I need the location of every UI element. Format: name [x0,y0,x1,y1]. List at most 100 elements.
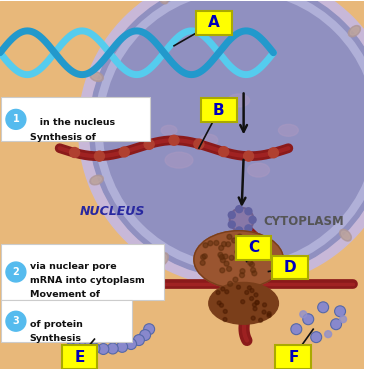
Circle shape [144,324,154,334]
Text: NUCLEUS: NUCLEUS [79,205,145,218]
Circle shape [93,327,104,337]
FancyBboxPatch shape [201,98,237,122]
FancyBboxPatch shape [1,244,164,300]
Circle shape [89,323,100,334]
Circle shape [269,148,279,158]
Circle shape [224,261,229,266]
Circle shape [64,324,75,334]
Circle shape [70,148,79,158]
Circle shape [6,311,26,331]
Circle shape [89,315,100,326]
Ellipse shape [90,0,366,278]
Circle shape [237,234,242,239]
Text: B: B [213,103,225,118]
Circle shape [248,260,253,265]
Circle shape [250,262,254,267]
Circle shape [100,323,111,333]
Circle shape [89,326,100,337]
Text: via nuclear pore: via nuclear pore [30,262,116,271]
Circle shape [144,139,154,149]
Text: F: F [288,350,299,364]
FancyBboxPatch shape [236,236,272,260]
Circle shape [107,343,118,354]
Ellipse shape [228,94,250,107]
Circle shape [245,290,249,295]
Circle shape [240,269,245,274]
Ellipse shape [160,255,167,264]
FancyBboxPatch shape [196,11,232,35]
Circle shape [200,260,205,265]
Circle shape [92,327,103,338]
Circle shape [227,266,232,272]
Circle shape [318,302,329,313]
Ellipse shape [247,163,269,177]
Circle shape [117,342,128,352]
Circle shape [85,315,96,326]
Text: Synthesis of: Synthesis of [30,133,96,142]
Ellipse shape [161,125,177,135]
Circle shape [89,324,100,334]
Circle shape [214,240,219,245]
FancyBboxPatch shape [1,300,132,342]
Circle shape [253,303,257,307]
Circle shape [245,225,252,232]
Circle shape [72,317,83,328]
Circle shape [223,317,227,322]
Circle shape [267,312,271,316]
Ellipse shape [350,27,359,35]
Circle shape [89,323,100,334]
Circle shape [236,227,243,234]
Circle shape [86,325,97,336]
Circle shape [6,110,26,130]
Ellipse shape [194,231,283,288]
Circle shape [169,135,179,145]
Text: D: D [284,260,297,275]
Circle shape [233,277,238,282]
Circle shape [6,262,26,282]
Ellipse shape [340,229,351,241]
Circle shape [251,316,255,320]
Circle shape [221,242,227,246]
Ellipse shape [348,26,361,37]
Circle shape [87,324,98,334]
Circle shape [272,267,277,272]
Ellipse shape [90,72,103,81]
Circle shape [88,326,99,337]
Ellipse shape [158,253,168,266]
Circle shape [340,316,347,323]
Ellipse shape [92,177,101,183]
Circle shape [86,324,97,335]
Circle shape [223,254,228,259]
Circle shape [249,216,256,223]
Circle shape [87,325,98,336]
Circle shape [247,245,253,250]
Circle shape [228,212,235,219]
Ellipse shape [209,282,279,324]
Circle shape [219,255,224,259]
Circle shape [89,343,100,354]
Circle shape [225,290,229,294]
Circle shape [255,300,259,305]
Ellipse shape [200,134,218,146]
Ellipse shape [279,124,298,136]
Ellipse shape [273,268,283,281]
Circle shape [134,334,145,346]
Circle shape [219,246,224,250]
Circle shape [311,332,322,343]
Circle shape [228,221,235,228]
Circle shape [255,301,259,305]
Circle shape [243,245,248,250]
Circle shape [325,331,332,338]
Circle shape [219,147,229,157]
Text: 3: 3 [12,316,19,326]
Circle shape [300,311,307,318]
Circle shape [202,254,207,259]
Circle shape [89,324,100,334]
Text: C: C [248,240,259,255]
Circle shape [98,343,109,354]
Circle shape [92,316,103,327]
Ellipse shape [90,175,103,185]
Circle shape [244,151,254,161]
Circle shape [220,268,225,273]
Circle shape [228,282,233,286]
